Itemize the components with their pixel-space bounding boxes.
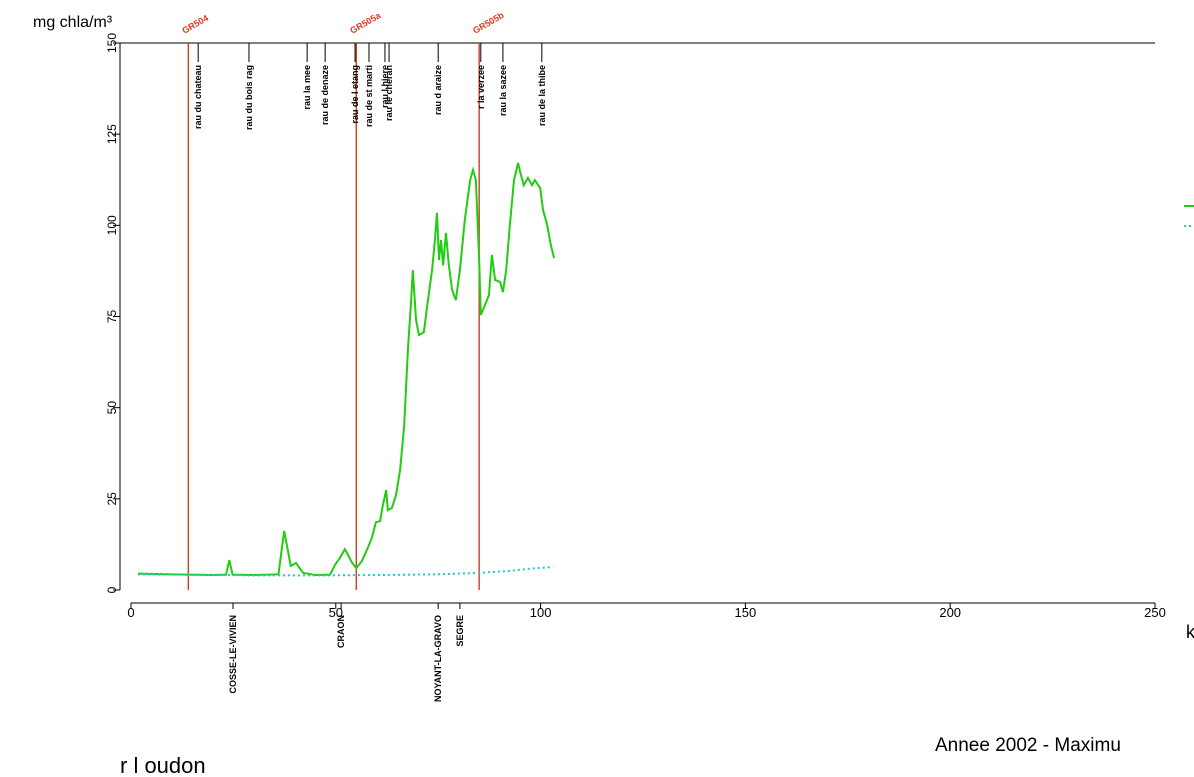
town-label: SEGRE bbox=[455, 615, 465, 647]
town-label: COSSE-LE-VIVIEN bbox=[228, 615, 238, 694]
chart-subtitle: r l oudon bbox=[120, 753, 206, 777]
x-tick-label: 200 bbox=[939, 605, 961, 620]
tributary-label: rau d araize bbox=[433, 65, 443, 115]
x-tick-label: 100 bbox=[530, 605, 552, 620]
town-label: NOYANT-LA-GRAVO bbox=[433, 615, 443, 702]
tributary-label: rau le cheran bbox=[384, 65, 394, 121]
series-line bbox=[137, 162, 556, 577]
tributary-label: rau de denaze bbox=[320, 65, 330, 125]
tributary-label: r la verzee bbox=[476, 65, 486, 109]
station-label: GR505b bbox=[471, 10, 506, 36]
y-tick-label: 75 bbox=[105, 310, 119, 324]
series-line bbox=[137, 566, 553, 577]
tributary-label: rau du chateau bbox=[193, 65, 203, 129]
tributary-label: rau l hiere bbox=[380, 65, 390, 108]
y-tick-label: 0 bbox=[105, 586, 119, 593]
tributary-label: rau de st marti bbox=[364, 65, 374, 127]
x-tick-label: 0 bbox=[127, 605, 134, 620]
station-label: GR505a bbox=[348, 10, 383, 36]
chart-title: Annee 2002 - Maximu bbox=[935, 735, 1121, 756]
tributary-label: rau de la thibe bbox=[537, 65, 547, 126]
x-tick-label: 150 bbox=[735, 605, 757, 620]
tributary-label: rau du bois rag bbox=[244, 65, 254, 130]
y-tick-label: 150 bbox=[105, 33, 119, 53]
y-tick-label: 125 bbox=[105, 124, 119, 144]
tributary-label: rau de l etang bbox=[350, 65, 360, 124]
town-label: CRAON bbox=[336, 615, 346, 648]
x-axis-label: k bbox=[1186, 622, 1194, 642]
y-tick-label: 100 bbox=[105, 215, 119, 235]
x-tick-label: 250 bbox=[1144, 605, 1166, 620]
x-tick-label: 50 bbox=[329, 605, 343, 620]
y-tick-label: 50 bbox=[105, 401, 119, 415]
y-axis-label: mg chla/m³ bbox=[33, 14, 113, 31]
station-label: GR504 bbox=[180, 13, 210, 36]
tributary-label: rau la sazee bbox=[498, 65, 508, 116]
y-tick-label: 25 bbox=[105, 492, 119, 506]
tributary-label: rau la mee bbox=[302, 65, 312, 110]
